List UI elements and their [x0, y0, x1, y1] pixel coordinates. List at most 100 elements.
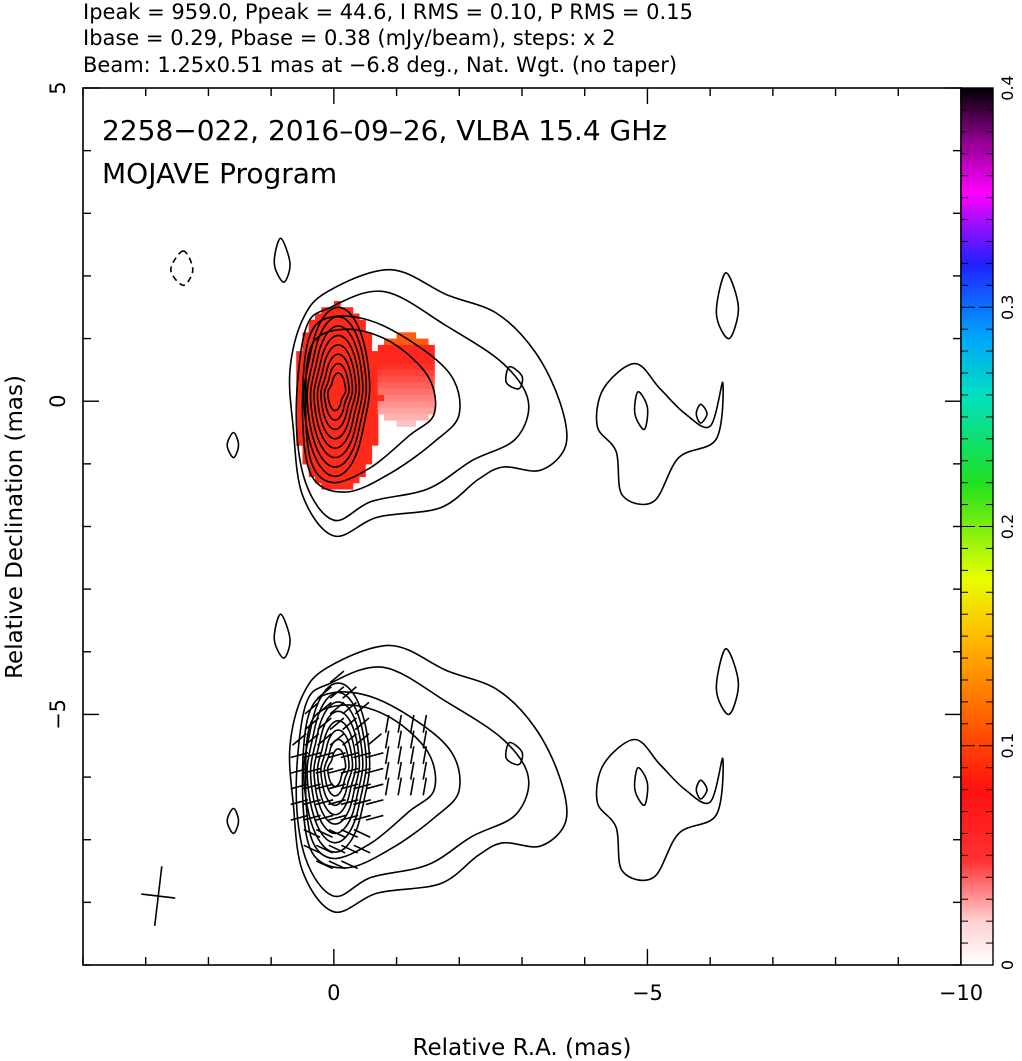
pol-pixel [365, 432, 373, 440]
evpa-tick [317, 701, 332, 715]
pol-pixel [327, 438, 335, 446]
pol-pixel [390, 413, 398, 421]
evpa-tick [422, 746, 428, 765]
pol-pixel [396, 338, 404, 346]
pol-pixel [365, 382, 373, 390]
pol-pixel [346, 476, 354, 484]
pol-pixel [421, 351, 429, 358]
evpa-tick [340, 752, 359, 759]
pol-pixel [340, 388, 347, 396]
pol-pixel [377, 376, 385, 384]
pol-pixel [346, 438, 354, 446]
pol-pixel [346, 351, 354, 358]
contour-blob [273, 237, 291, 284]
evpa-tick [353, 783, 371, 790]
pol-pixel [352, 338, 360, 346]
evpa-tick [384, 730, 390, 749]
pol-pixel [377, 344, 385, 352]
colorbar-tick-label: 0 [998, 960, 1017, 970]
pol-pixel [308, 388, 316, 396]
pol-pixel [402, 376, 410, 384]
pol-pixel [346, 344, 354, 352]
contour-blob [226, 807, 240, 835]
contour [288, 644, 568, 914]
pol-pixel [384, 369, 391, 377]
contour [316, 719, 357, 816]
evpa-tick [329, 717, 345, 731]
pol-pixel [390, 401, 398, 409]
pol-pixel [384, 407, 391, 415]
pol-pixel [321, 326, 329, 333]
pol-pixel [415, 413, 423, 421]
colorbar-tick-label: 0.4 [998, 75, 1017, 100]
contour [288, 268, 568, 538]
evpa-tick [290, 814, 309, 821]
evpa-tick [353, 752, 371, 759]
pol-pixel [333, 319, 341, 327]
contour [302, 306, 371, 478]
pol-pixel [308, 332, 316, 340]
pol-pixel [409, 394, 416, 402]
pol-pixel [333, 407, 341, 415]
evpa-tick [303, 828, 321, 838]
pol-pixel [371, 376, 379, 384]
pol-pixel [352, 445, 360, 452]
pol-pixel [415, 382, 423, 390]
pol-pixel [371, 420, 379, 427]
negative-contour [169, 250, 194, 287]
evpa-tick [354, 733, 370, 746]
pol-pixel [340, 351, 347, 358]
pol-pixel [421, 401, 429, 409]
evpa-tick [315, 767, 334, 774]
evpa-tick [328, 799, 346, 806]
pol-pixel [327, 420, 335, 427]
pol-pixel [402, 332, 410, 340]
contour-blob [595, 362, 724, 506]
pol-pixel [415, 351, 423, 358]
evpa-tick [342, 686, 357, 699]
pol-pixel [321, 482, 329, 490]
pol-pixel [296, 382, 304, 390]
y-tick-label: 5 [46, 81, 70, 94]
pol-pixel [346, 338, 354, 346]
pol-pixel [346, 394, 354, 402]
pol-pixel [371, 401, 379, 409]
pol-pixel [365, 338, 373, 346]
evpa-tick [367, 733, 383, 746]
pol-pixel [296, 413, 304, 421]
contour-blob [715, 647, 740, 716]
pol-pixel [315, 463, 322, 471]
contour-blob [715, 271, 740, 340]
evpa-tick [409, 730, 415, 749]
pol-pixel [358, 338, 366, 346]
pol-pixel [315, 344, 322, 352]
pol-pixel [415, 388, 423, 396]
pol-pixel [396, 369, 404, 377]
contour-blob [633, 391, 649, 431]
pol-pixel [396, 407, 404, 415]
colorbar-tick-label: 0.2 [998, 514, 1017, 539]
pol-pixel [409, 407, 416, 415]
pol-pixel [365, 438, 373, 446]
pol-pixel [340, 357, 347, 365]
pol-pixel [327, 376, 335, 384]
pol-pixel [402, 344, 410, 352]
pol-pixel [296, 438, 304, 446]
evpa-tick [328, 752, 346, 759]
pol-pixel [402, 394, 410, 402]
evpa-tick [317, 686, 332, 699]
evpa-tick [328, 860, 346, 870]
y-axis-label: Relative Declination (mas) [2, 375, 28, 679]
pol-pixel [427, 382, 435, 390]
evpa-tick [353, 844, 371, 854]
evpa-tick [329, 701, 345, 715]
pol-pixel [321, 382, 329, 390]
pol-pixel [333, 376, 341, 384]
evpa-tick [365, 752, 384, 759]
evpa-tick [328, 844, 346, 854]
axis-ticks [82, 87, 962, 966]
pol-pixel [346, 363, 354, 371]
pol-pixel [321, 432, 329, 440]
pol-pixel [390, 382, 398, 390]
